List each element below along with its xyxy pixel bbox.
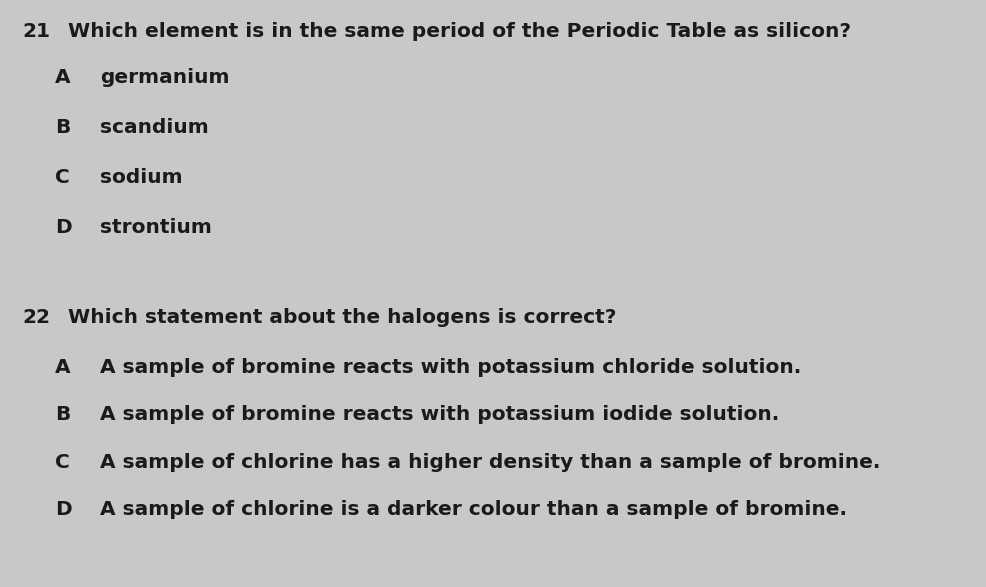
Text: sodium: sodium bbox=[100, 168, 182, 187]
Text: A sample of bromine reacts with potassium iodide solution.: A sample of bromine reacts with potassiu… bbox=[100, 405, 779, 424]
Text: Which statement about the halogens is correct?: Which statement about the halogens is co… bbox=[68, 308, 615, 327]
Text: germanium: germanium bbox=[100, 68, 230, 87]
Text: A sample of chlorine is a darker colour than a sample of bromine.: A sample of chlorine is a darker colour … bbox=[100, 500, 846, 519]
Text: Which element is in the same period of the Periodic Table as silicon?: Which element is in the same period of t… bbox=[68, 22, 850, 41]
Text: 22: 22 bbox=[22, 308, 50, 327]
Text: A sample of bromine reacts with potassium chloride solution.: A sample of bromine reacts with potassiu… bbox=[100, 358, 801, 377]
Text: 21: 21 bbox=[22, 22, 50, 41]
Text: scandium: scandium bbox=[100, 118, 208, 137]
Text: D: D bbox=[55, 218, 72, 237]
Text: B: B bbox=[55, 405, 70, 424]
Text: C: C bbox=[55, 168, 70, 187]
Text: A sample of chlorine has a higher density than a sample of bromine.: A sample of chlorine has a higher densit… bbox=[100, 453, 880, 472]
Text: D: D bbox=[55, 500, 72, 519]
Text: A: A bbox=[55, 68, 71, 87]
Text: C: C bbox=[55, 453, 70, 472]
Text: strontium: strontium bbox=[100, 218, 212, 237]
Text: A: A bbox=[55, 358, 71, 377]
Text: B: B bbox=[55, 118, 70, 137]
